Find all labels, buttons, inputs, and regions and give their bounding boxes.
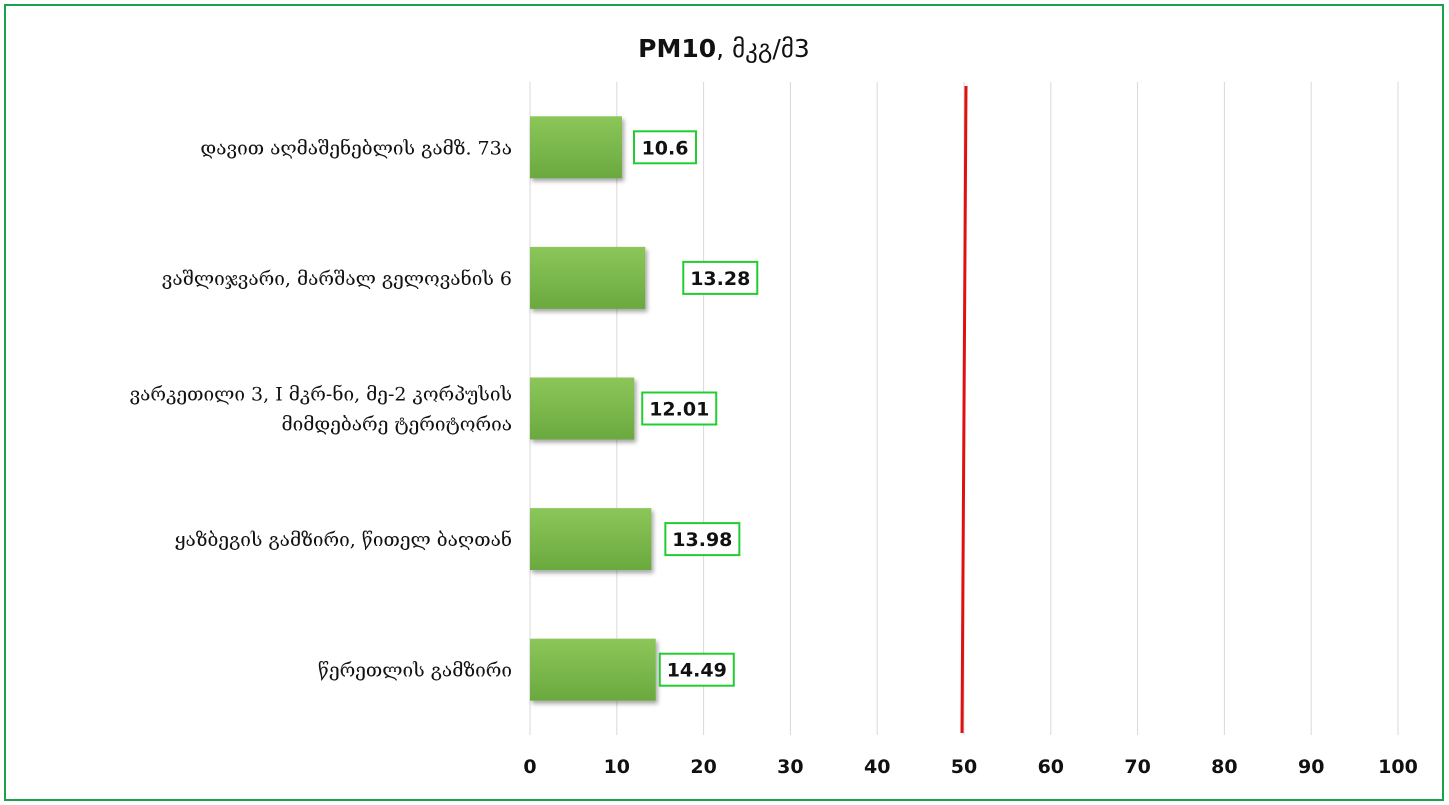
data-label: 13.28 <box>690 268 750 290</box>
category-label: ვარკეთილი 3, I მკრ-ნი, მე-2 კორპუსის <box>130 384 512 406</box>
data-label: 13.98 <box>672 529 732 551</box>
bar <box>530 377 635 440</box>
data-label-box <box>682 260 759 295</box>
bar <box>530 116 623 179</box>
category-label: ყაზბეგის გამზირი, წითელ ბაღთან <box>175 529 512 551</box>
x-tick-label: 0 <box>523 756 536 778</box>
x-tick-label: 100 <box>1378 756 1418 778</box>
data-label-box <box>633 130 698 165</box>
chart-title-bold: PM10 <box>638 34 717 63</box>
category-label: დავით აღმაშენებლის გამზ. 73ა <box>200 137 512 159</box>
category-label: წერეთლის გამზირი <box>318 660 512 682</box>
x-tick-label: 50 <box>951 756 977 778</box>
data-label: 14.49 <box>667 660 727 682</box>
bar <box>530 246 646 309</box>
data-label-box <box>658 652 735 687</box>
limit-reference-line <box>960 85 968 734</box>
x-tick-label: 80 <box>1211 756 1237 778</box>
bar <box>530 508 652 571</box>
chart-title: PM10, მკგ/მ3 <box>6 34 1442 63</box>
data-label: 12.01 <box>649 399 709 421</box>
x-tick-label: 70 <box>1124 756 1150 778</box>
bar <box>530 638 656 701</box>
x-tick-label: 10 <box>604 756 630 778</box>
data-label-box <box>641 391 718 426</box>
x-tick-label: 40 <box>864 756 890 778</box>
data-label: 10.6 <box>642 137 689 159</box>
x-tick-label: 20 <box>690 756 716 778</box>
x-tick-label: 60 <box>1038 756 1064 778</box>
category-label: ვაშლიჯვარი, მარშალ გელოვანის 6 <box>162 268 512 290</box>
x-tick-label: 30 <box>777 756 803 778</box>
data-label-box <box>664 522 741 557</box>
category-label: მიმდებარე ტერიტორია <box>282 414 512 436</box>
chart-title-unit: , მკგ/მ3 <box>716 34 810 63</box>
x-tick-label: 90 <box>1298 756 1324 778</box>
